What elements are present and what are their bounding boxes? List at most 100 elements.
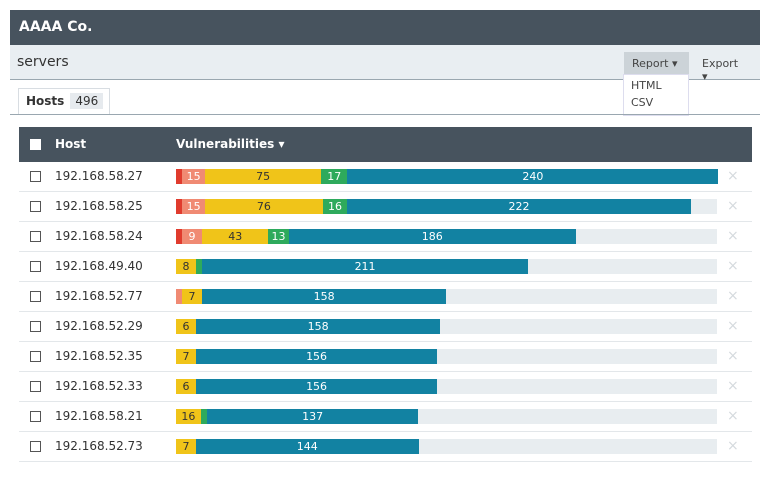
remove-icon[interactable]: × <box>727 378 739 394</box>
bar-track: 6 158 <box>176 319 717 334</box>
bar-segment: 15 <box>182 169 206 184</box>
row-checkbox[interactable] <box>30 201 41 212</box>
remove-icon[interactable]: × <box>727 198 739 214</box>
segment-label: 16 <box>328 200 343 213</box>
menu-item[interactable]: CSV <box>631 96 654 109</box>
segment-label: 156 <box>306 350 328 363</box>
bar-track: 15 76 16 222 <box>176 199 717 214</box>
bar-segment: 222 <box>347 199 691 214</box>
segment-label: 7 <box>182 440 190 453</box>
bar-segment: 6 <box>176 379 196 394</box>
bar-segment: 7 <box>182 289 202 304</box>
table-header: Host Vulnerabilities ▾ <box>19 127 752 162</box>
segment-label: 6 <box>182 380 190 393</box>
remove-icon[interactable]: × <box>727 438 739 454</box>
host-row: 192.168.52.29 6 158 × <box>19 312 752 342</box>
segment-label: 15 <box>186 200 201 213</box>
bar-segment: 158 <box>202 289 447 304</box>
bar-segment <box>200 409 207 424</box>
tab-count: 496 <box>70 93 104 109</box>
segment-label: 240 <box>522 170 544 183</box>
remove-icon[interactable]: × <box>727 408 739 424</box>
host-name: 192.168.58.25 <box>55 199 143 213</box>
row-checkbox[interactable] <box>30 291 41 302</box>
segment-label: 156 <box>306 380 328 393</box>
bar-segment: 186 <box>288 229 577 244</box>
bar-segment: 76 <box>205 199 323 214</box>
segment-label: 13 <box>271 230 286 243</box>
row-checkbox[interactable] <box>30 381 41 392</box>
app-header: AAAA Co. <box>10 10 760 45</box>
bar-segment <box>196 259 202 274</box>
host-name: 192.168.52.35 <box>55 349 143 363</box>
bar-segment: 16 <box>322 199 348 214</box>
host-row: 192.168.58.25 15 76 16 222 × <box>19 192 752 222</box>
bar-segment: 240 <box>347 169 719 184</box>
bar-track: 6 156 <box>176 379 717 394</box>
segment-label: 6 <box>182 320 190 333</box>
col-vulns-label: Vulnerabilities <box>176 137 275 151</box>
remove-icon[interactable]: × <box>727 318 739 334</box>
bar-segment: 8 <box>176 259 196 274</box>
bar-track: 7 158 <box>176 289 717 304</box>
report-label: Report <box>632 57 669 70</box>
remove-icon[interactable]: × <box>727 288 739 304</box>
row-checkbox[interactable] <box>30 351 41 362</box>
remove-icon[interactable]: × <box>727 168 739 184</box>
segment-label: 158 <box>313 290 335 303</box>
host-row: 192.168.58.24 9 43 13 186 × <box>19 222 752 252</box>
report-button[interactable]: Report ▾ <box>624 52 689 74</box>
segment-label: 7 <box>188 290 196 303</box>
bar-track: 7 144 <box>176 439 717 454</box>
segment-label: 186 <box>421 230 443 243</box>
export-button[interactable]: Export ▾ <box>702 57 739 83</box>
row-checkbox[interactable] <box>30 171 41 182</box>
bar-segment: 6 <box>176 319 196 334</box>
bar-segment: 16 <box>176 409 201 424</box>
select-all[interactable] <box>30 139 41 150</box>
segment-label: 137 <box>302 410 324 423</box>
bar-segment: 17 <box>321 169 348 184</box>
bar-segment: 137 <box>206 409 419 424</box>
host-row: 192.168.52.77 7 158 × <box>19 282 752 312</box>
col-host[interactable]: Host <box>55 137 87 151</box>
bar-segment: 156 <box>196 349 438 364</box>
segment-label: 17 <box>327 170 342 183</box>
row-checkbox[interactable] <box>30 321 41 332</box>
bar-segment: 75 <box>205 169 322 184</box>
host-name: 192.168.52.29 <box>55 319 143 333</box>
remove-icon[interactable]: × <box>727 228 739 244</box>
host-name: 192.168.58.27 <box>55 169 143 183</box>
bar-track: 16 137 <box>176 409 717 424</box>
col-vulns[interactable]: Vulnerabilities ▾ <box>176 137 285 151</box>
row-checkbox[interactable] <box>30 261 41 272</box>
bar-track: 9 43 13 186 <box>176 229 717 244</box>
segment-label: 43 <box>228 230 243 243</box>
host-row: 192.168.52.33 6 156 × <box>19 372 752 402</box>
hosts-tab[interactable]: Hosts 496 <box>18 88 110 114</box>
tab-label: Hosts <box>26 94 65 108</box>
segment-label: 222 <box>508 200 530 213</box>
bar-track: 8 211 <box>176 259 717 274</box>
segment-label: 15 <box>186 170 201 183</box>
bar-segment: 9 <box>182 229 202 244</box>
segment-label: 16 <box>181 410 196 423</box>
remove-icon[interactable]: × <box>727 348 739 364</box>
host-name: 192.168.52.73 <box>55 439 143 453</box>
menu-item[interactable]: HTML <box>631 79 662 92</box>
row-checkbox[interactable] <box>30 411 41 422</box>
remove-icon[interactable]: × <box>727 258 739 274</box>
segment-label: 75 <box>256 170 271 183</box>
host-name: 192.168.58.21 <box>55 409 143 423</box>
segment-label: 8 <box>182 260 190 273</box>
host-row: 192.168.58.21 16 137 × <box>19 402 752 432</box>
row-checkbox[interactable] <box>30 441 41 452</box>
bar-track: 7 156 <box>176 349 717 364</box>
bar-segment: 156 <box>196 379 438 394</box>
bar-segment <box>176 229 182 244</box>
export-label: Export <box>702 57 739 70</box>
row-checkbox[interactable] <box>30 231 41 242</box>
host-name: 192.168.52.77 <box>55 289 143 303</box>
host-name: 192.168.49.40 <box>55 259 143 273</box>
bar-segment: 7 <box>176 439 196 454</box>
